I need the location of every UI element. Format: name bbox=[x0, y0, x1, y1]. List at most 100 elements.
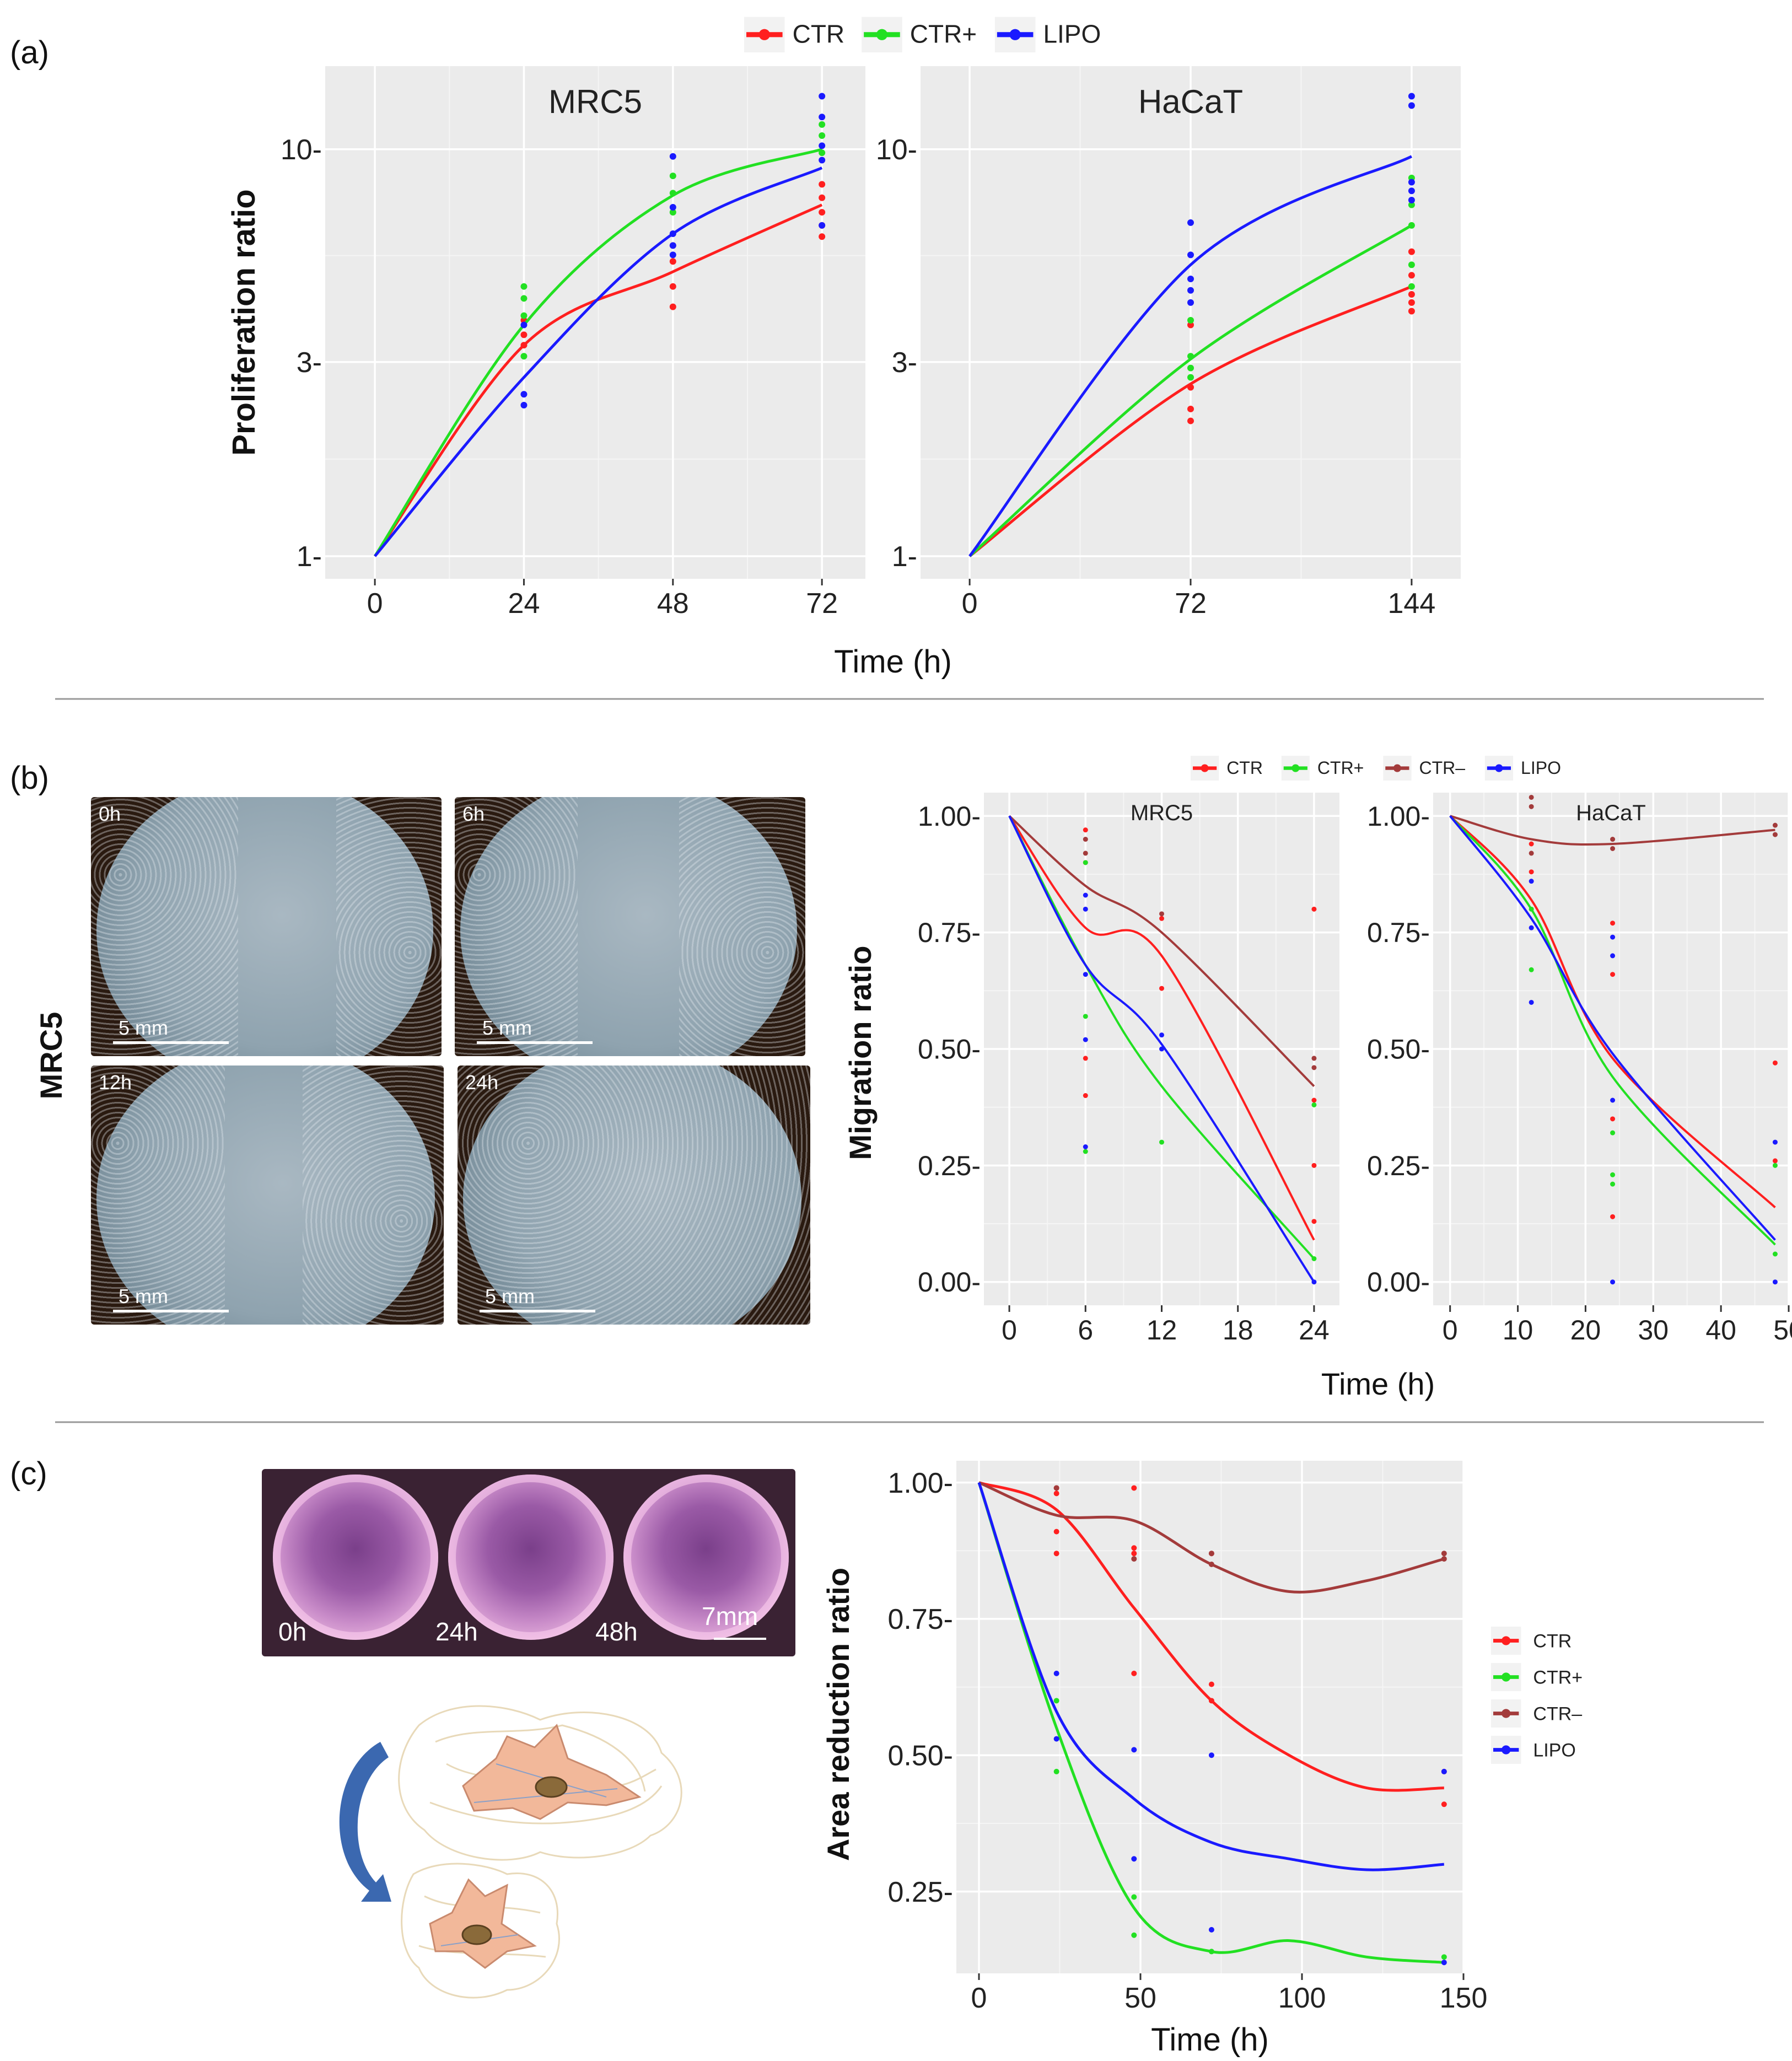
x-axis-title: Time (h) bbox=[834, 644, 952, 680]
data-point-lipo bbox=[1408, 187, 1415, 195]
data-point-ctr-plus bbox=[819, 121, 826, 128]
x-tick-label: 72 bbox=[806, 588, 838, 620]
data-point-lipo bbox=[1772, 1279, 1778, 1285]
data-point-ctr bbox=[1408, 272, 1415, 279]
data-point-ctr-plus bbox=[669, 209, 676, 216]
data-point-ctr-plus bbox=[1408, 283, 1415, 290]
data-point-lipo bbox=[1772, 1139, 1778, 1145]
data-point-ctr-plus bbox=[520, 295, 528, 302]
data-point-lipo bbox=[1187, 287, 1194, 294]
series-line-ctr-minus bbox=[1008, 815, 1315, 1088]
data-point-ctr-minus bbox=[1311, 1056, 1317, 1061]
x-tick-label: 0 bbox=[971, 1982, 987, 2014]
data-point-lipo bbox=[1610, 1279, 1616, 1285]
y-tick-label: 1- bbox=[297, 541, 322, 573]
data-point-lipo bbox=[669, 153, 676, 160]
data-point-lipo bbox=[1408, 179, 1415, 186]
data-point-ctr-plus bbox=[669, 173, 676, 180]
x-tick-label: 18 bbox=[1223, 1315, 1253, 1346]
legend-key-point bbox=[1009, 29, 1021, 40]
well-plate-photo: 0h 24h 48h 7mm bbox=[262, 1469, 795, 1656]
data-point-lipo bbox=[1083, 892, 1088, 898]
x-tick-label: 0 bbox=[962, 588, 978, 620]
data-point-lipo bbox=[1187, 219, 1194, 226]
legend-label-ctr: CTR bbox=[793, 20, 845, 49]
data-point-lipo bbox=[1529, 999, 1534, 1005]
photo-row-label: MRC5 bbox=[34, 1012, 68, 1100]
data-point-ctr-plus bbox=[1187, 374, 1194, 381]
data-point-ctr bbox=[1083, 1093, 1088, 1099]
data-point-ctr bbox=[1131, 1545, 1137, 1551]
y-tick-label: 10- bbox=[281, 134, 322, 166]
x-tick-label: 144 bbox=[1388, 588, 1436, 620]
data-point-ctr-minus bbox=[1529, 804, 1534, 809]
data-point-ctr bbox=[1408, 248, 1415, 255]
data-point-lipo bbox=[1441, 1960, 1447, 1966]
data-point-ctr bbox=[1772, 1158, 1778, 1164]
data-point-ctr-plus bbox=[1311, 1102, 1317, 1107]
series-line-ctr-minus bbox=[1450, 815, 1775, 846]
data-point-ctr bbox=[1610, 1116, 1616, 1122]
data-point-ctr bbox=[1131, 1551, 1137, 1557]
data-point-ctr bbox=[819, 233, 826, 240]
data-point-lipo bbox=[1610, 934, 1616, 940]
data-point-ctr-plus bbox=[1083, 860, 1088, 865]
legend-key-point bbox=[1502, 1636, 1511, 1645]
legend-key-point bbox=[1495, 764, 1503, 772]
legend-key-point bbox=[1291, 764, 1300, 772]
photo-time-label: 12h bbox=[99, 1071, 132, 1094]
series-line-ctr-plus bbox=[1449, 815, 1776, 1246]
legend-label-ctr-plus: CTR+ bbox=[1317, 758, 1364, 778]
well-scale-label: 7mm bbox=[702, 1602, 758, 1630]
y-tick-label: 1.00- bbox=[1367, 801, 1430, 832]
data-point-lipo bbox=[1441, 1768, 1447, 1774]
series-line-ctr bbox=[374, 203, 823, 557]
well-scale-bar bbox=[714, 1638, 766, 1640]
y-tick-label: 0.25- bbox=[918, 1150, 981, 1181]
y-tick-label: 0.00- bbox=[918, 1267, 981, 1298]
data-point-ctr-minus bbox=[1083, 837, 1088, 842]
legend-label-lipo: LIPO bbox=[1521, 758, 1561, 778]
data-point-ctr-minus bbox=[1159, 911, 1164, 917]
y-tick-label: 0.25- bbox=[1367, 1150, 1430, 1181]
data-point-lipo bbox=[1083, 1144, 1088, 1150]
legend: CTR CTR+ CTR– LIPO bbox=[1191, 756, 1561, 781]
data-point-lipo bbox=[1208, 1752, 1214, 1758]
data-point-ctr-minus bbox=[1529, 851, 1534, 856]
scale-bar-label: 5 mm bbox=[485, 1285, 535, 1307]
data-point-ctr-plus bbox=[1083, 1014, 1088, 1019]
data-point-lipo bbox=[1408, 93, 1415, 100]
data-point-ctr bbox=[1311, 1097, 1317, 1103]
series-line-ctr-plus bbox=[977, 1482, 1444, 1964]
series-layer bbox=[977, 1481, 1447, 1966]
x-tick-label: 24 bbox=[1299, 1315, 1330, 1346]
panel-label-b: (b) bbox=[10, 760, 49, 796]
series-layer bbox=[1008, 815, 1317, 1285]
data-point-ctr bbox=[819, 194, 826, 201]
data-point-lipo bbox=[1187, 299, 1194, 306]
panel-label-c: (c) bbox=[10, 1456, 47, 1492]
series-line-lipo bbox=[968, 155, 1413, 557]
x-tick-label: 150 bbox=[1440, 1982, 1488, 2014]
series-layer bbox=[373, 93, 826, 557]
data-point-ctr-minus bbox=[1529, 794, 1534, 800]
y-tick-label: 3- bbox=[297, 347, 322, 379]
legend-label-lipo: LIPO bbox=[1043, 20, 1101, 49]
plot-b-mrc5: 0 6 12 18 24 0.00- 0.25- 0.50- 0.75- 1.00- MRC5 bbox=[918, 793, 1339, 1346]
contraction-arrow-icon bbox=[339, 1742, 391, 1902]
well-24h bbox=[448, 1475, 614, 1640]
data-point-lipo bbox=[1610, 1097, 1616, 1103]
y-axis-title: Proliferation ratio bbox=[226, 189, 262, 455]
well-0h bbox=[273, 1475, 438, 1640]
data-point-lipo bbox=[1053, 1670, 1059, 1676]
data-point-ctr-minus bbox=[1610, 837, 1616, 842]
data-point-lipo bbox=[1083, 1037, 1088, 1042]
data-point-lipo bbox=[819, 157, 826, 164]
data-point-ctr bbox=[1610, 972, 1616, 977]
data-point-ctr bbox=[1408, 290, 1415, 298]
series-line-ctr-minus bbox=[978, 1481, 1445, 1594]
series-line-ctr bbox=[968, 285, 1412, 557]
data-point-lipo bbox=[1529, 925, 1534, 930]
data-point-lipo bbox=[1083, 972, 1088, 977]
data-point-ctr bbox=[1131, 1670, 1137, 1676]
